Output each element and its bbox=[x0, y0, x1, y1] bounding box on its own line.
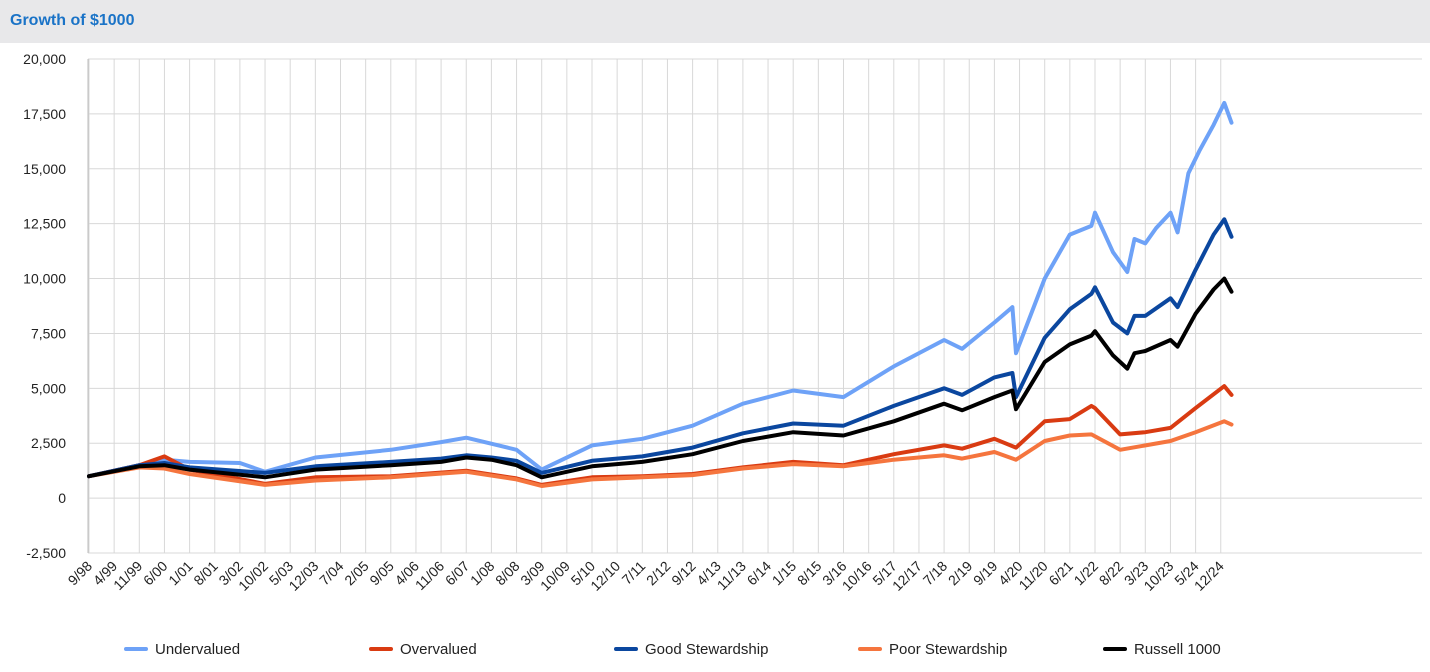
x-tick-label: 2/05 bbox=[341, 558, 372, 589]
x-tick-label: 1/15 bbox=[769, 558, 800, 589]
x-tick-label: 8/01 bbox=[190, 558, 221, 589]
x-tick-label: 9/19 bbox=[970, 558, 1001, 589]
y-tick-label: 17,500 bbox=[23, 106, 66, 122]
legend-label: Russell 1000 bbox=[1134, 641, 1221, 658]
x-tick-label: 7/04 bbox=[316, 558, 347, 589]
x-tick-label: 11/06 bbox=[412, 558, 448, 594]
legend-label: Undervalued bbox=[155, 641, 240, 658]
x-axis: 9/984/9911/996/001/018/013/0210/025/0312… bbox=[65, 558, 1227, 594]
x-tick-label: 1/22 bbox=[1071, 558, 1102, 589]
legend: Undervalued Overvalued Good Stewardship Poo… bbox=[124, 641, 1221, 658]
y-tick-label: 10,000 bbox=[23, 271, 66, 287]
x-tick-label: 9/12 bbox=[668, 558, 699, 589]
y-tick-label: 12,500 bbox=[23, 216, 66, 232]
series-line-good-stewardship bbox=[87, 217, 1234, 479]
x-tick-label: 7/18 bbox=[920, 558, 951, 589]
x-tick-label: 8/08 bbox=[492, 558, 523, 589]
chart-header-bar: Growth of $1000 bbox=[0, 0, 1430, 43]
legend-label: Overvalued bbox=[400, 641, 477, 658]
y-tick-label: 15,000 bbox=[23, 161, 66, 177]
y-tick-label: 7,500 bbox=[31, 325, 66, 341]
x-tick-label: 11/13 bbox=[714, 558, 750, 594]
x-tick-label: 1/08 bbox=[467, 558, 498, 589]
x-tick-label: 6/14 bbox=[744, 558, 775, 589]
x-tick-label: 7/11 bbox=[619, 558, 649, 588]
x-tick-label: 2/12 bbox=[643, 558, 674, 589]
x-tick-label: 2/19 bbox=[945, 558, 976, 589]
y-tick-label: -2,500 bbox=[26, 545, 66, 561]
series-line-poor-stewardship bbox=[87, 419, 1234, 488]
x-tick-label: 12/24 bbox=[1191, 558, 1227, 594]
y-tick-label: 2,500 bbox=[31, 435, 66, 451]
x-tick-label: 8/15 bbox=[794, 558, 825, 589]
series-line-undervalued bbox=[87, 100, 1234, 479]
chart-title: Growth of $1000 bbox=[10, 12, 135, 29]
x-tick-label: 9/05 bbox=[366, 558, 397, 589]
x-tick-label: 11/20 bbox=[1015, 558, 1051, 594]
y-tick-label: 20,000 bbox=[23, 51, 66, 67]
y-tick-label: 0 bbox=[58, 490, 66, 506]
legend-label: Poor Stewardship bbox=[889, 641, 1007, 658]
legend-label: Good Stewardship bbox=[645, 641, 768, 658]
series-line-russell-1000 bbox=[87, 276, 1234, 480]
y-axis: 20,000 17,500 15,000 12,500 10,000 7,500 5,000… bbox=[23, 51, 89, 561]
x-tick-label: 9/98 bbox=[65, 558, 96, 589]
grid-layer bbox=[88, 58, 1422, 554]
x-tick-label: 1/01 bbox=[165, 558, 196, 589]
x-tick-label: 6/21 bbox=[1045, 558, 1076, 589]
x-tick-label: 11/99 bbox=[110, 558, 146, 594]
x-tick-label: 6/07 bbox=[442, 558, 473, 589]
y-tick-label: 5,000 bbox=[31, 380, 66, 396]
series-layer bbox=[87, 100, 1234, 488]
x-tick-label: 8/22 bbox=[1096, 558, 1127, 589]
x-tick-label: 6/00 bbox=[140, 558, 171, 589]
